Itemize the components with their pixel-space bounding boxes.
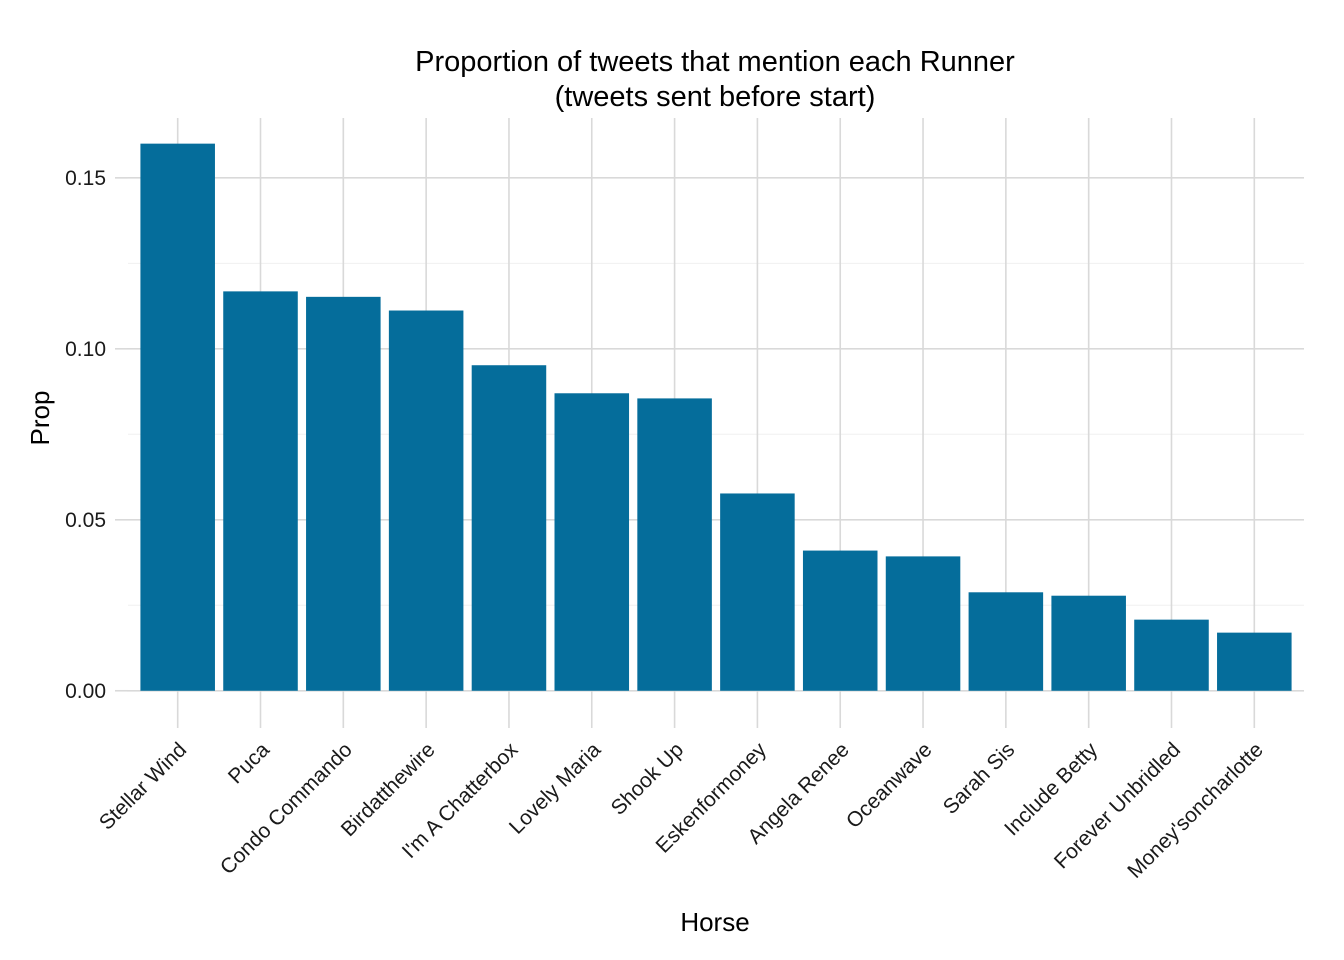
- bar: [802, 550, 878, 691]
- bar: [140, 143, 215, 691]
- x-tick-label: Shook Up: [607, 738, 688, 819]
- bar: [637, 398, 712, 691]
- bar: [968, 592, 1044, 691]
- bar: [223, 291, 298, 691]
- bar: [885, 556, 961, 691]
- y-tick-label: 0.10: [65, 338, 106, 361]
- chart-subtitle: (tweets sent before start): [555, 81, 876, 113]
- bar: [471, 365, 547, 691]
- bar: [720, 493, 795, 691]
- x-tick-label: Stellar Wind: [95, 738, 191, 834]
- bar: [388, 310, 464, 691]
- bar: [306, 296, 381, 691]
- x-tick-label: Sarah Sis: [939, 738, 1020, 819]
- x-tick-label: Money'soncharlotte: [1123, 738, 1268, 883]
- bar: [1134, 619, 1209, 691]
- chart-title: Proportion of tweets that mention each R…: [415, 46, 1015, 78]
- y-axis-ticks: 0.00 0.05 0.10 0.15: [65, 167, 128, 703]
- bars: [140, 143, 1292, 691]
- bar: [1051, 595, 1126, 691]
- x-tick-label: Oceanwave: [842, 738, 937, 833]
- y-tick-label: 0.15: [65, 167, 106, 190]
- y-axis-title: Prop: [25, 391, 55, 446]
- grid: [128, 118, 1304, 713]
- bar: [554, 393, 630, 691]
- y-tick-label: 0.00: [65, 680, 106, 703]
- x-axis-title: Horse: [680, 907, 749, 937]
- x-tick-label: Puca: [224, 738, 274, 788]
- bar: [1217, 632, 1292, 691]
- y-tick-label: 0.05: [65, 509, 106, 532]
